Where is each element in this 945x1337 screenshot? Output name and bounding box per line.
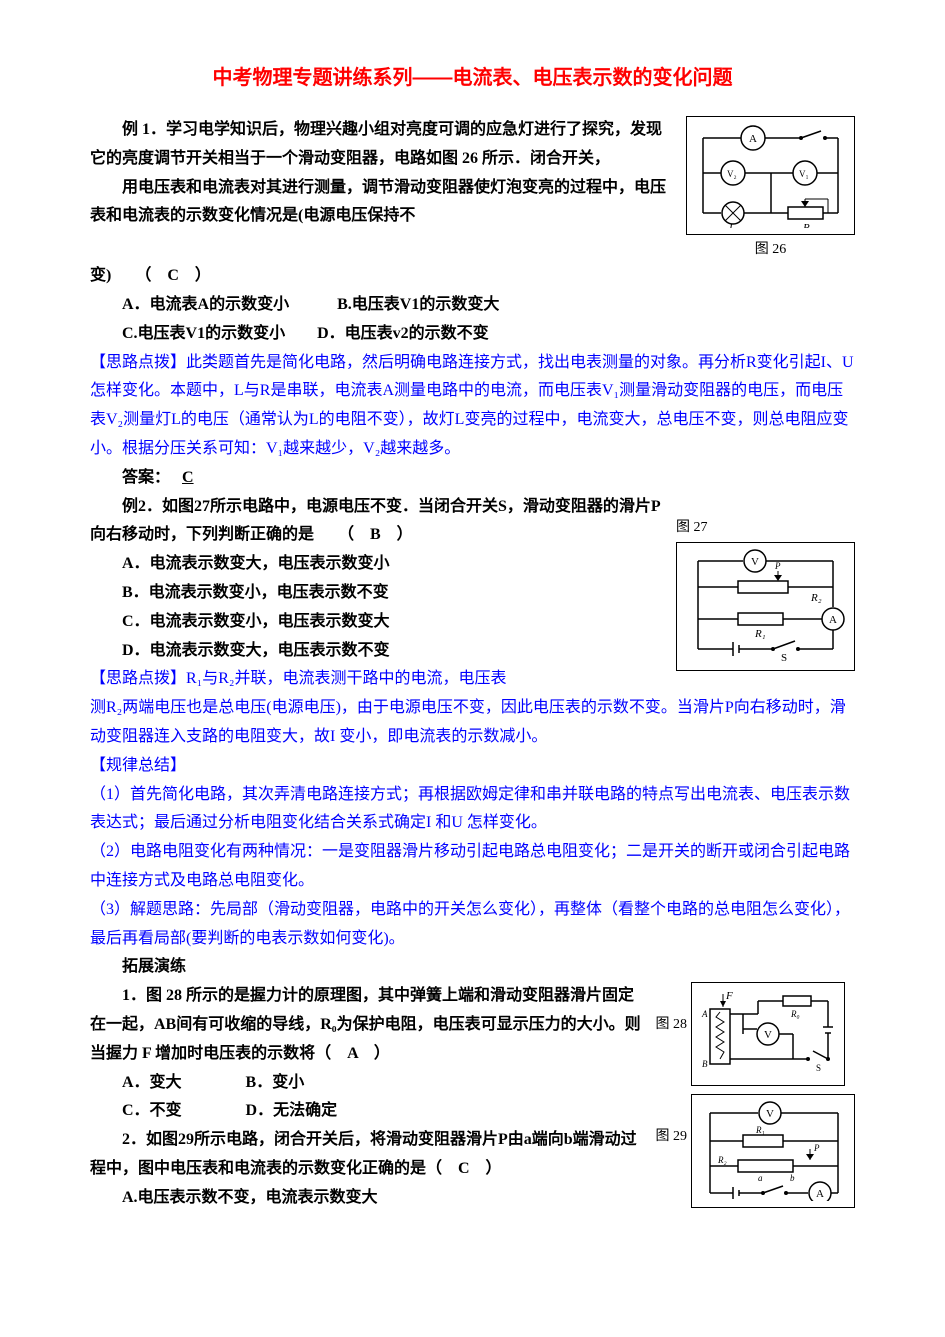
ex1-line-end: 变) （ C ） — [90, 262, 855, 291]
rule1: （1）首先简化电路，其次弄清电路连接方式；再根据欧姆定律和串并联电路的特点写出电… — [90, 781, 855, 839]
ex1-opt-ab: A．电流表A的示数变小 B.电压表V1的示数变大 — [90, 291, 855, 320]
svg-text:B: B — [702, 1059, 708, 1069]
ex2-intro: 例2．如图27所示电路中，电源电压不变．当闭合开关S，滑动变阻器的滑片P向右移动… — [90, 493, 666, 551]
ex2-optD: D．电流表示数变大，电压表示数不变 — [90, 637, 666, 666]
svg-text:V₁: V₁ — [799, 169, 809, 179]
svg-text:R: R — [802, 222, 810, 228]
svg-text:A: A — [701, 1009, 708, 1019]
svg-text:V₂: V₂ — [727, 169, 737, 179]
fig28-label: 图 28 — [656, 1012, 688, 1037]
svg-text:P: P — [774, 561, 781, 571]
ex2-optA: A．电流表示数变大，电压表示数变小 — [90, 550, 666, 579]
svg-text:R₀: R₀ — [790, 1009, 800, 1019]
practice-title: 拓展演练 — [90, 953, 855, 982]
ex1-answer-label: 答案： — [122, 469, 170, 486]
svg-text:b: b — [790, 1173, 795, 1183]
fig27-label: 图 27 — [676, 515, 855, 540]
ex1-answer: C — [174, 469, 202, 486]
example-1-row: 例 1．学习电学知识后，物理兴趣小组对亮度可调的应急灯进行了探究，发现它的亮度调… — [90, 116, 855, 262]
rule-title: 【规律总结】 — [90, 752, 855, 781]
ex1-intro2: 用电压表和电流表对其进行测量，调节滑动变阻器使灯泡变亮的过程中，电压表和电流表的… — [90, 174, 676, 232]
svg-text:A: A — [749, 133, 757, 145]
ex2-optB: B．电流表示数变小，电压表示数不变 — [90, 579, 666, 608]
svg-text:A: A — [829, 614, 837, 626]
figure-28: F A B R₀ — [691, 982, 845, 1086]
rule3: （3）解题思路：先局部（滑动变阻器，电路中的开关怎么变化），再整体（看整个电路的… — [90, 896, 855, 954]
figure-26-col: A V₂ V₁ — [686, 116, 855, 262]
svg-text:L: L — [728, 222, 735, 228]
q1: 1．图 28 所示的是握力计的原理图，其中弹簧上端和滑动变阻器滑片固定在一起，A… — [90, 982, 646, 1068]
svg-text:R₂: R₂ — [717, 1155, 727, 1165]
svg-text:R₁: R₁ — [754, 628, 766, 640]
ex2-hint1: 【思路点拨】R₁与R₂并联，电流表测干路中的电流，电压表 — [90, 665, 666, 694]
svg-text:R₁: R₁ — [755, 1125, 765, 1135]
q2-a: A.电压表示数不变，电流表示数变大 — [90, 1184, 646, 1213]
circuit-29-svg: V R₁ R₂ P a — [698, 1101, 848, 1201]
figure-27: V P R₂ R₁ A — [676, 542, 855, 671]
svg-text:P: P — [813, 1143, 820, 1153]
example-2-row: 例2．如图27所示电路中，电源电压不变．当闭合开关S，滑动变阻器的滑片P向右移动… — [90, 493, 855, 695]
svg-text:F: F — [725, 990, 733, 1002]
ex1-intro1: 例 1．学习电学知识后，物理兴趣小组对亮度可调的应急灯进行了探究，发现它的亮度调… — [90, 116, 676, 174]
ex2-hint2: 测R₂两端电压也是总电压(电源电压)，由于电源电压不变，因此电压表的示数不变。当… — [90, 694, 855, 752]
q1-cd: C．不变 D．无法确定 — [90, 1097, 646, 1126]
figure-29: V R₁ R₂ P a — [691, 1094, 855, 1208]
q2: 2．如图29所示电路，闭合开关后，将滑动变阻器滑片P由a端向b端滑动过程中，图中… — [90, 1126, 646, 1184]
ex1-hint: 【思路点拨】此类题首先是简化电路，然后明确电路连接方式，找出电表测量的对象。再分… — [90, 349, 855, 464]
rule2: （2）电路电阻变化有两种情况：一是变阻器滑片移动引起电路总电阻变化；二是开关的断… — [90, 838, 855, 896]
svg-text:V: V — [766, 1108, 774, 1120]
page-title: 中考物理专题讲练系列——电流表、电压表示数的变化问题 — [90, 60, 855, 96]
ex1-opt-cd: C.电压表V1的示数变小 D．电压表v2的示数不变 — [90, 320, 855, 349]
ex2-optC: C．电流表示数变小，电压表示数变大 — [90, 608, 666, 637]
svg-text:S: S — [816, 1063, 821, 1073]
fig29-label: 图 29 — [656, 1124, 688, 1149]
svg-text:V: V — [751, 556, 759, 568]
svg-text:A: A — [816, 1188, 824, 1200]
svg-text:a: a — [758, 1173, 763, 1183]
q1-ab: A．变大 B．变小 — [90, 1069, 646, 1098]
svg-text:S: S — [781, 652, 787, 664]
practice-figs: 图 28 F A B R — [656, 982, 856, 1208]
svg-text:R₂: R₂ — [810, 592, 822, 604]
figure-26: A V₂ V₁ — [686, 116, 855, 235]
circuit-28-svg: F A B R₀ — [698, 989, 838, 1079]
ex1-answer-line: 答案： C — [90, 464, 855, 493]
circuit-26-svg: A V₂ V₁ — [693, 123, 848, 228]
circuit-27-svg: V P R₂ R₁ A — [683, 549, 848, 664]
svg-text:V: V — [764, 1029, 772, 1041]
fig26-label: 图 26 — [686, 237, 855, 262]
practice-text: 1．图 28 所示的是握力计的原理图，其中弹簧上端和滑动变阻器滑片固定在一起，A… — [90, 982, 646, 1212]
example-1-text: 例 1．学习电学知识后，物理兴趣小组对亮度可调的应急灯进行了探究，发现它的亮度调… — [90, 116, 676, 231]
practice-row: 1．图 28 所示的是握力计的原理图，其中弹簧上端和滑动变阻器滑片固定在一起，A… — [90, 982, 855, 1212]
example-2-text: 例2．如图27所示电路中，电源电压不变．当闭合开关S，滑动变阻器的滑片P向右移动… — [90, 493, 666, 695]
figure-27-col: 图 27 V P R₂ — [676, 513, 855, 671]
